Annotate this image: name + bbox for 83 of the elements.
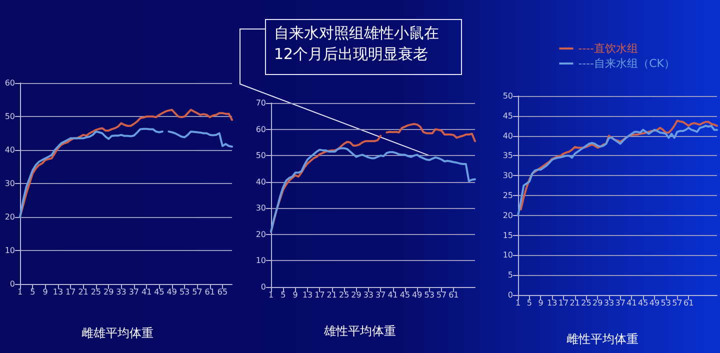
legend-label: ----自来水组（CK） (578, 57, 676, 70)
y-tick-label: 0 (260, 282, 266, 292)
x-tick-label: 33 (363, 290, 374, 300)
y-tick-label: 50 (502, 92, 513, 100)
text: 雄性平均体重 (323, 324, 396, 338)
x-tick-label: 53 (660, 298, 671, 308)
x-tick-label: 13 (52, 288, 64, 296)
x-tick-label: 41 (626, 298, 637, 308)
text: 雌雄平均体重 (82, 326, 154, 340)
x-tick-label: 5 (526, 298, 532, 308)
x-tick-label: 1 (515, 298, 521, 308)
x-tick-label: 9 (42, 288, 48, 296)
x-tick-label: 29 (351, 290, 362, 300)
y-tick-label: 30 (256, 204, 266, 213)
y-tick-label: 40 (4, 146, 15, 154)
y-tick-label: 10 (502, 250, 513, 260)
x-tick-label: 57 (436, 290, 447, 300)
x-tick-label: 49 (649, 298, 660, 308)
x-tick-label: 17 (66, 288, 76, 296)
x-tick-label: 29 (592, 298, 603, 308)
x-tick-label: 25 (581, 298, 592, 308)
x-tick-label: 53 (179, 288, 190, 296)
y-tick-label: 60 (256, 124, 266, 134)
x-tick-label: 61 (683, 298, 694, 308)
y-tick-label: 40 (256, 177, 266, 186)
y-tick-label: 40 (502, 131, 513, 140)
x-tick-label: 21 (78, 288, 88, 296)
x-tick-label: 1 (17, 288, 23, 296)
x-tick-label: 37 (615, 298, 626, 308)
x-tick-label: 21 (326, 290, 337, 300)
x-tick-label: 65 (217, 288, 228, 296)
x-tick-label: 29 (104, 288, 114, 296)
y-tick-label: 45 (502, 111, 513, 120)
x-tick-label: 5 (30, 288, 36, 296)
x-tick-label: 13 (547, 298, 558, 308)
y-tick-label: 25 (502, 191, 513, 200)
y-tick-label: 0 (10, 280, 15, 288)
annotation: 自来水对照组雄性小鼠在12个月后出现明显衰老 (265, 19, 462, 75)
x-tick-label: 61 (204, 288, 215, 296)
x-tick-label: 9 (538, 298, 544, 308)
x-tick-label: 17 (558, 298, 569, 308)
x-tick-label: 41 (388, 290, 398, 300)
x-tick-label: 37 (376, 290, 386, 300)
y-tick-label: 30 (502, 171, 513, 180)
x-tick-label: 13 (302, 290, 313, 300)
text: 雌性平均体重 (566, 332, 638, 346)
x-tick-label: 1 (268, 290, 274, 300)
legend-label: ----直饮水组 (578, 42, 638, 55)
x-tick-label: 9 (292, 290, 298, 300)
y-tick-label: 20 (4, 212, 15, 222)
x-tick-label: 33 (116, 288, 126, 296)
x-tick-label: 57 (192, 288, 202, 296)
x-tick-label: 57 (672, 298, 682, 308)
y-tick-label: 0 (508, 290, 513, 300)
x-tick-label: 17 (314, 290, 325, 300)
y-tick-label: 15 (502, 230, 513, 240)
x-tick-label: 45 (638, 298, 648, 308)
x-tick-label: 25 (90, 288, 102, 296)
y-tick-label: 35 (502, 151, 513, 160)
x-tick-label: 45 (400, 290, 410, 300)
x-tick-label: 33 (604, 298, 614, 308)
y-tick-label: 70 (256, 98, 266, 108)
line-series (19, 108, 233, 218)
x-tick-label: 53 (424, 290, 434, 300)
x-tick-label: 37 (128, 288, 140, 296)
y-tick-label: 20 (256, 230, 266, 239)
x-tick-label: 45 (154, 288, 164, 296)
y-tick-label: 60 (4, 78, 15, 88)
x-tick-label: 41 (141, 288, 152, 296)
x-tick-label: 5 (280, 290, 286, 300)
y-tick-label: 5 (508, 270, 513, 280)
y-tick-label: 10 (256, 256, 266, 266)
y-tick-label: 50 (4, 112, 15, 121)
y-tick-label: 50 (256, 151, 266, 160)
x-tick-label: 49 (412, 290, 422, 300)
y-tick-label: 10 (4, 246, 15, 255)
x-tick-label: 49 (166, 288, 177, 296)
x-tick-label: 61 (448, 290, 459, 300)
y-tick-label: 30 (4, 179, 15, 188)
y-tick-label: 20 (502, 210, 513, 220)
x-tick-label: 21 (570, 298, 580, 308)
x-tick-label: 25 (338, 290, 350, 300)
line-series (270, 147, 476, 233)
